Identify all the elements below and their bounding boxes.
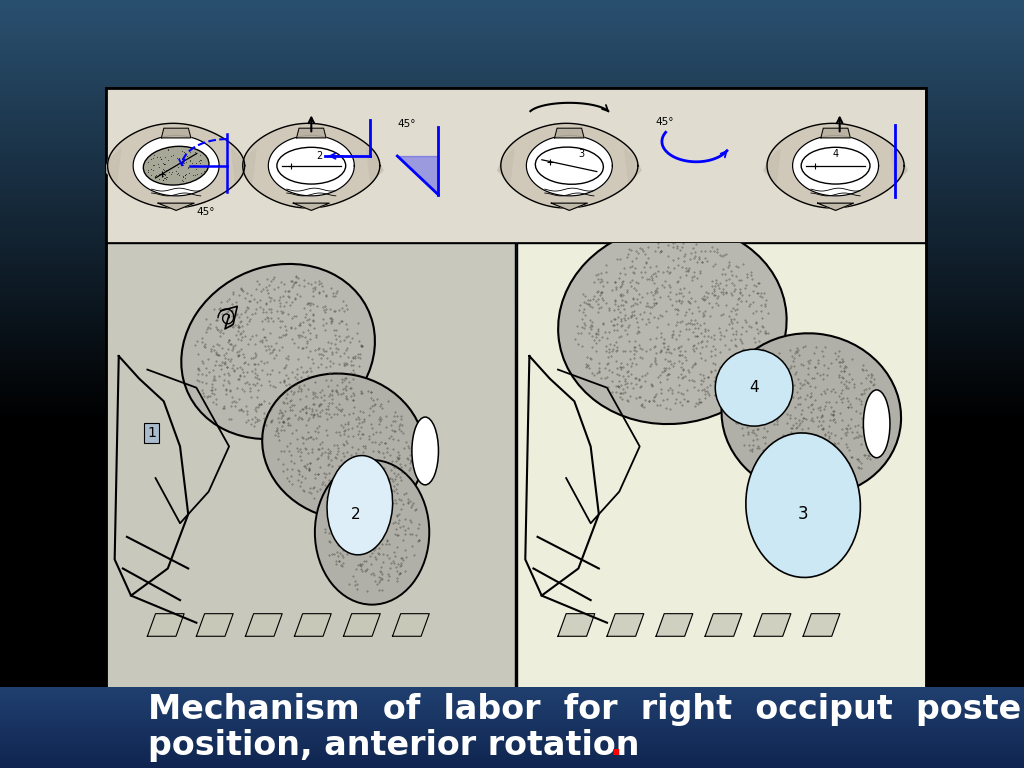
Polygon shape [268, 135, 354, 196]
Ellipse shape [181, 264, 375, 439]
Text: 2: 2 [316, 151, 323, 161]
Polygon shape [246, 614, 283, 636]
Bar [106, 88, 926, 243]
Bar [106, 243, 515, 695]
Polygon shape [343, 614, 380, 636]
Polygon shape [817, 204, 854, 210]
Ellipse shape [536, 147, 603, 184]
Text: 4: 4 [750, 380, 759, 396]
Text: 3: 3 [579, 148, 585, 158]
Bar [517, 243, 926, 695]
Text: .: . [609, 729, 622, 762]
Ellipse shape [745, 433, 860, 578]
Polygon shape [104, 149, 121, 183]
Ellipse shape [412, 417, 438, 485]
Polygon shape [197, 614, 233, 636]
Polygon shape [526, 135, 612, 196]
Polygon shape [767, 124, 904, 208]
Text: position, anterior rotation: position, anterior rotation [148, 729, 640, 762]
Polygon shape [162, 128, 190, 138]
Ellipse shape [558, 225, 786, 424]
Polygon shape [764, 149, 780, 183]
Text: 1: 1 [147, 426, 156, 440]
Polygon shape [295, 614, 331, 636]
Polygon shape [133, 135, 219, 196]
Polygon shape [240, 149, 256, 183]
Polygon shape [754, 614, 791, 636]
Polygon shape [297, 128, 326, 138]
Polygon shape [821, 128, 850, 138]
Ellipse shape [863, 390, 890, 458]
Polygon shape [656, 614, 693, 636]
Polygon shape [793, 135, 879, 196]
Text: 45°: 45° [397, 119, 416, 129]
Ellipse shape [722, 333, 901, 496]
Polygon shape [551, 204, 588, 210]
Polygon shape [397, 156, 438, 194]
Polygon shape [558, 614, 595, 636]
Polygon shape [498, 149, 514, 183]
Ellipse shape [143, 147, 209, 185]
Polygon shape [555, 128, 584, 138]
Ellipse shape [276, 147, 346, 184]
Text: 3: 3 [798, 505, 808, 523]
Polygon shape [625, 149, 641, 183]
Text: 2: 2 [351, 507, 360, 521]
Ellipse shape [716, 349, 793, 426]
Bar [106, 88, 926, 695]
Ellipse shape [262, 373, 425, 519]
Polygon shape [706, 614, 741, 636]
Polygon shape [231, 149, 248, 183]
Polygon shape [803, 614, 840, 636]
Polygon shape [158, 204, 195, 210]
Polygon shape [891, 149, 907, 183]
Ellipse shape [327, 455, 392, 554]
Polygon shape [243, 124, 380, 208]
Text: 45°: 45° [197, 207, 215, 217]
Polygon shape [147, 614, 184, 636]
Polygon shape [108, 124, 245, 208]
Text: 4: 4 [833, 148, 839, 158]
Text: 45°: 45° [655, 117, 674, 127]
Polygon shape [367, 149, 383, 183]
Polygon shape [392, 614, 429, 636]
Polygon shape [501, 124, 638, 208]
Polygon shape [293, 204, 330, 210]
Ellipse shape [314, 460, 429, 604]
Text: Mechanism  of  labor  for  right  occiput  posterior: Mechanism of labor for right occiput pos… [148, 694, 1024, 727]
Ellipse shape [801, 147, 870, 184]
Polygon shape [607, 614, 644, 636]
